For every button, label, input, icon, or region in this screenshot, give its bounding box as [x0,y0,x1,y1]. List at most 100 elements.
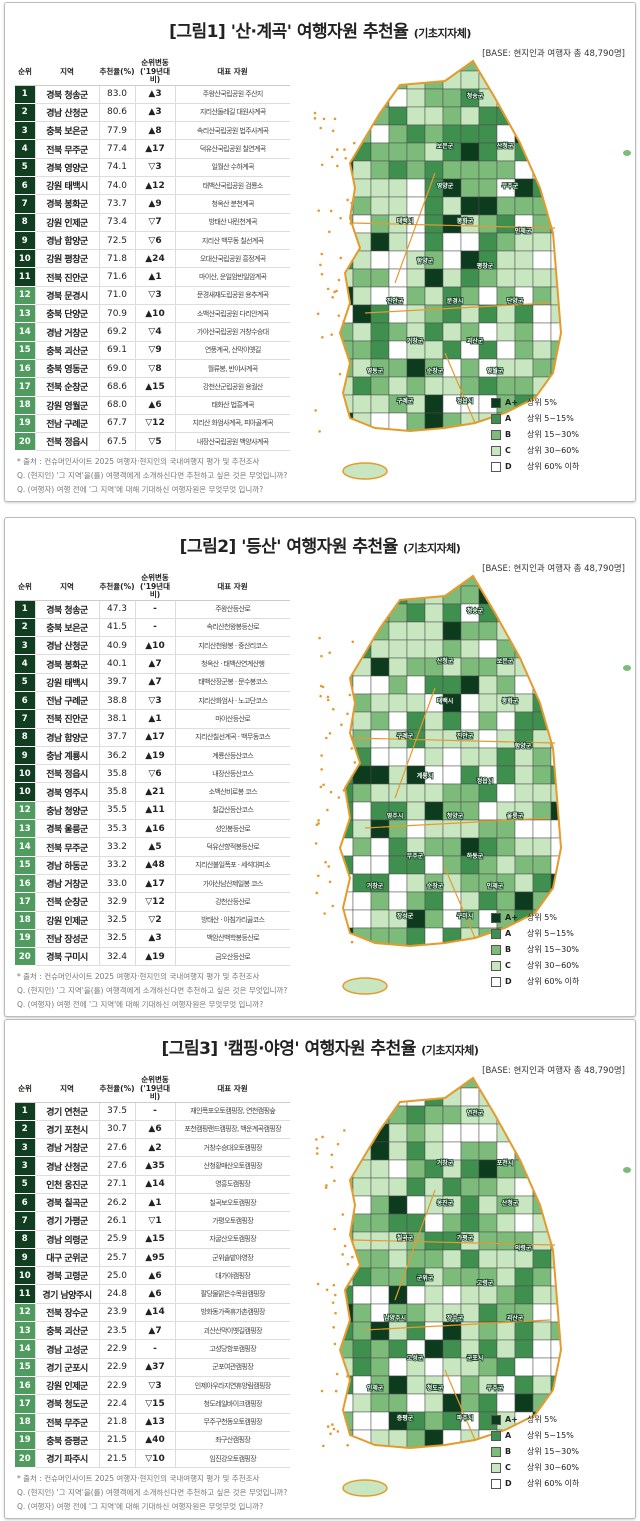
map-district [340,124,354,144]
map-district [550,124,561,144]
map-district [370,765,390,785]
map-district [496,711,516,731]
resource-cell: 내장산국립공원 백양사계곡 [174,432,290,452]
map-district [340,1267,354,1287]
map-district [460,1177,480,1197]
resource-cell: 강천산등산로 [174,892,290,912]
table-row: 17 전북 순창군 32.9 ▽12 강천산등산로 [15,892,290,912]
island [329,790,333,794]
map-district [340,693,354,713]
island [348,693,352,697]
rank-change-cell: ▽5 [134,432,175,452]
map-district [514,232,534,252]
map-district [550,286,561,306]
map-district [550,1105,561,1125]
map-district [460,945,480,946]
map-district [388,1177,408,1197]
legend-swatch [491,430,501,440]
legend-key: C [505,1463,511,1472]
map-label: 청송군 [467,92,484,100]
map-district [340,232,354,252]
map-district [496,837,516,857]
map-district [514,837,534,857]
map-district [496,1339,516,1359]
map-district [424,711,444,731]
rank-cell: 8 [15,1230,35,1249]
map-district [352,1285,372,1305]
island [335,1372,339,1376]
map-district [424,106,444,126]
rate-cell: 33.2 [98,856,135,875]
region-cell: 충북 증평군 [34,1431,99,1451]
map-district [532,250,552,270]
map-district [352,1105,372,1125]
region-cell: 경북 봉화군 [34,194,99,214]
header-change: 순위변동 ('19년대비) [135,59,175,86]
resource-cell: 덕유산국립공원 칠연계곡 [174,139,290,159]
map-district [352,819,372,839]
map-district [532,765,552,785]
region-cell: 전북 순창군 [34,377,99,397]
rank-cell: 2 [15,1120,35,1140]
island [333,1293,337,1297]
region-cell: 강원 인제군 [34,1376,99,1396]
table-row: 13 경북 울릉군 35.3 ▲16 성인봉등산로 [15,819,290,839]
map-district [424,747,444,767]
rank-cell: 7 [15,194,35,214]
region-cell: 전북 무주군 [34,837,99,857]
map-district [340,603,354,623]
map-district [370,1285,390,1305]
map-district [550,70,561,90]
rank-change-cell: ▲10 [134,636,175,656]
map-label: 봉화군 [502,697,519,705]
island [341,1253,345,1256]
map-district [532,1123,552,1143]
map-district [370,178,390,198]
island [333,1227,337,1231]
map-district [442,61,462,72]
island [330,333,334,336]
legend-item: A 상위 5~15% [491,1428,579,1444]
rank-cell: 16 [15,359,35,379]
map-district [514,88,534,108]
base-note: [BASE: 현지인과 여행자 총 48,790명] [482,49,625,59]
region-cell: 경기 가평군 [34,1211,99,1231]
map-district [406,178,426,198]
map-district [478,819,498,839]
resource-cell: 좌구산캠핑장 [174,1431,290,1451]
map-district [424,855,444,875]
map-district [370,1411,390,1431]
island [332,1326,336,1329]
map-district [406,783,426,803]
map-label: 무주군 [487,1384,504,1392]
map-district [406,675,426,695]
map-district [370,1141,390,1161]
resource-cell: 주왕산등산로 [174,600,290,619]
rank-change-cell: ▲14 [134,1175,175,1194]
region-cell: 전북 장수군 [34,1303,99,1323]
table-row: 7 경북 봉화군 73.7 ▲9 청옥산 분천계곡 [15,194,290,214]
map-district [496,268,516,288]
map-district [532,106,552,126]
legend-label: 상위 60% 이하 [527,1479,580,1488]
map-label: 산청군 [497,142,514,150]
resource-cell: 청옥산 분천계곡 [174,194,290,214]
resource-cell: 대가야캠핑장 [174,1266,290,1286]
map-district [370,1339,390,1359]
rank-cell: 10 [15,764,35,784]
map-district [370,891,390,911]
rank-change-cell: ▽9 [134,341,175,360]
resource-cell: 임진강오토캠핑장 [174,1449,290,1469]
table-row: 3 충북 보은군 77.9 ▲8 속리산국립공원 법주사계곡 [15,121,290,141]
title-subtitle: (기초지자체) [421,1044,479,1057]
island [350,940,354,944]
rank-change-cell: ▲14 [134,1303,175,1323]
rank-cell: 13 [15,819,35,839]
map-district [496,1231,516,1251]
map-district [532,837,552,857]
map-district [550,1141,561,1161]
island [346,198,349,202]
island [346,1443,349,1447]
map-district [388,1213,408,1233]
map-district [370,1078,390,1089]
